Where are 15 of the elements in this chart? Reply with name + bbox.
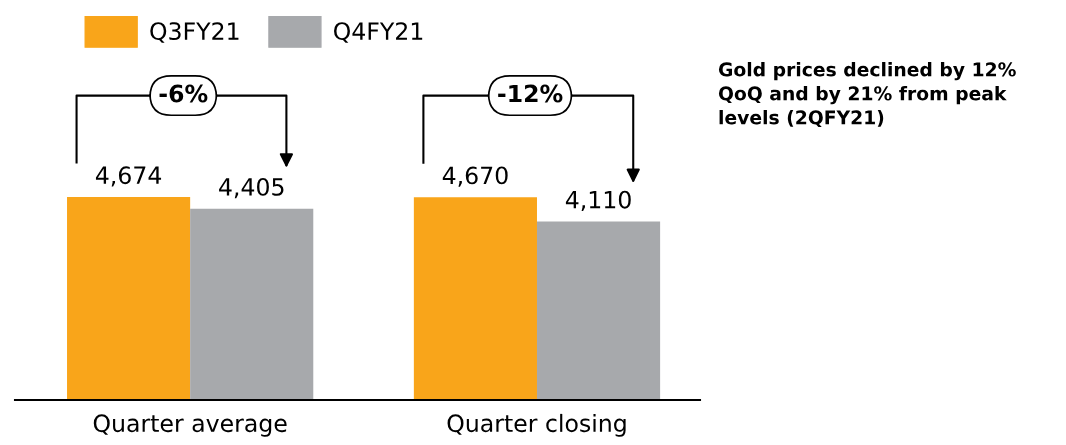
x-tick-label: Quarter closing <box>447 413 626 437</box>
bar <box>67 197 191 400</box>
bar <box>190 208 314 400</box>
legend-label: Q4FY21 <box>334 22 423 43</box>
bar <box>536 221 661 400</box>
data-label: 4,405 <box>219 177 284 199</box>
data-label: 4,110 <box>565 190 631 212</box>
text: -6% <box>159 84 208 103</box>
data-label: 4,674 <box>95 166 162 187</box>
legend-label: Q3FY21 <box>150 22 239 43</box>
text: -12% <box>498 84 563 103</box>
data-label: 4,670 <box>442 166 508 187</box>
bar <box>413 197 537 400</box>
x-tick-label: Quarter average <box>93 414 287 437</box>
text: Gold prices declined by 12% QoQ and by 21% from peak levels (2QFY21) <box>718 62 1016 127</box>
